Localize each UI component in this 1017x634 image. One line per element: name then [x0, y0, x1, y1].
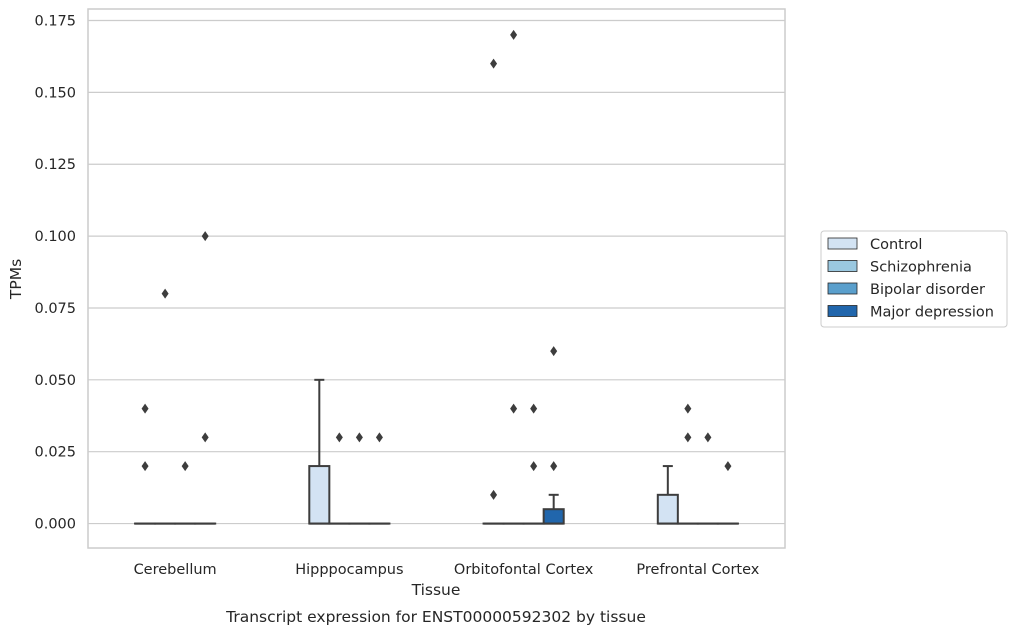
series-3	[194, 231, 739, 525]
gridlines	[88, 19, 785, 525]
y-tick-label: 0.050	[34, 373, 76, 389]
box-series	[134, 29, 739, 525]
series-2	[174, 403, 719, 525]
chart-caption: Transcript expression for ENST0000059230…	[225, 608, 646, 626]
outlier-point	[141, 403, 149, 414]
outlier-point	[375, 432, 383, 443]
plot-area-frame	[87, 8, 786, 549]
legend-label: Schizophrenia	[870, 260, 972, 276]
legend-swatch	[827, 260, 858, 272]
y-axis-ticks: 0.000 0.025 0.050 0.075 0.100 0.125 0.150 0.175	[34, 13, 76, 532]
outlier-point	[684, 432, 692, 443]
outlier-point	[704, 432, 712, 443]
outlier-point	[490, 489, 498, 500]
y-tick-label: 0.075	[34, 301, 76, 317]
x-tick-label: Orbitofontal Cortex	[454, 562, 594, 578]
outlier-point	[550, 346, 558, 357]
series-1	[154, 29, 699, 525]
outlier-point	[510, 29, 518, 40]
legend: Control Schizophrenia Bipolar disorder Majo…	[820, 230, 1008, 328]
x-axis-ticks: Cerebellum Hipppocampus Orbitofontal Corte…	[134, 562, 760, 578]
y-tick-label: 0.025	[34, 445, 76, 461]
y-tick-label: 0.125	[34, 157, 76, 173]
box	[656, 493, 679, 525]
x-tick-label: Prefrontal Cortex	[636, 562, 759, 578]
outlier-point	[335, 432, 343, 443]
outlier-point	[490, 58, 498, 69]
legend-swatch	[827, 282, 858, 295]
box	[542, 508, 565, 525]
legend-label: Major depression	[870, 305, 994, 321]
x-axis-title: Tissue	[411, 581, 461, 599]
series-0	[134, 58, 679, 525]
box	[308, 465, 331, 525]
outlier-point	[550, 461, 558, 472]
x-tick-label: Hipppocampus	[295, 562, 403, 578]
legend-swatch	[827, 237, 858, 250]
legend-label: Bipolar disorder	[870, 282, 985, 298]
y-tick-label: 0.100	[34, 229, 76, 245]
y-axis-title: TPMs	[7, 259, 25, 300]
outlier-point	[510, 403, 518, 414]
outlier-point	[181, 461, 189, 472]
outlier-point	[141, 461, 149, 472]
outlier-point	[684, 403, 692, 414]
outlier-point	[201, 231, 209, 242]
outlier-point	[161, 288, 169, 299]
legend-frame	[820, 230, 1008, 328]
legend-label: Control	[870, 237, 922, 253]
y-tick-label: 0.175	[34, 13, 76, 29]
x-tick-label: Cerebellum	[134, 562, 217, 578]
outlier-point	[724, 461, 732, 472]
outlier-point	[355, 432, 363, 443]
y-tick-label: 0.150	[34, 85, 76, 101]
outlier-point	[530, 461, 538, 472]
outlier-point	[201, 432, 209, 443]
legend-swatch	[827, 305, 858, 317]
outlier-point	[530, 403, 538, 414]
y-tick-label: 0.000	[34, 517, 76, 533]
